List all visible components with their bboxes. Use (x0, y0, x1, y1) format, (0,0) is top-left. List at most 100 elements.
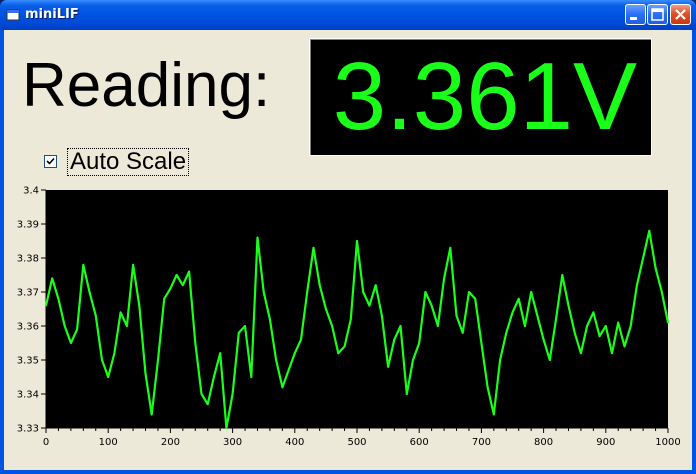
data-point (667, 321, 669, 324)
data-point (573, 331, 576, 334)
data-point (393, 338, 396, 341)
x-tick-label: 500 (347, 437, 366, 448)
data-point (561, 274, 564, 276)
data-point (250, 376, 253, 378)
data-point (244, 325, 246, 327)
data-point (424, 291, 427, 293)
data-point (126, 325, 128, 327)
data-point (94, 314, 97, 317)
data-point (237, 331, 240, 334)
data-point (300, 338, 302, 341)
y-tick-label: 3.33 (17, 424, 39, 435)
data-point (82, 263, 85, 266)
data-point (660, 291, 663, 293)
data-point (331, 325, 333, 327)
data-point (492, 413, 495, 416)
reading-display: 3.361V (309, 38, 652, 156)
title-bar[interactable]: miniLIF (0, 0, 696, 30)
data-point (555, 318, 557, 321)
close-button[interactable] (670, 4, 691, 25)
data-point (293, 352, 296, 355)
data-point (567, 304, 570, 307)
y-tick-label: 3.35 (17, 356, 39, 367)
data-point (430, 304, 433, 307)
data-point (623, 345, 626, 348)
data-point (76, 328, 78, 331)
data-point (580, 352, 582, 355)
data-point (45, 304, 47, 307)
maximize-icon (651, 8, 664, 21)
data-point (636, 284, 638, 287)
y-tick-label: 3.39 (17, 220, 39, 231)
y-tick-label: 3.4 (23, 186, 39, 197)
x-tick-label: 900 (596, 437, 615, 448)
app-icon (6, 8, 20, 22)
data-point (256, 236, 259, 239)
data-point (337, 352, 340, 355)
data-point (88, 291, 91, 293)
data-point (480, 342, 483, 344)
data-point (63, 325, 66, 327)
data-point (524, 325, 526, 327)
maximize-button[interactable] (647, 4, 668, 25)
close-icon (675, 9, 686, 20)
x-tick-label: 1000 (655, 437, 680, 448)
data-point (461, 331, 464, 334)
data-point (101, 359, 103, 361)
data-point (586, 325, 588, 327)
auto-scale-checkbox[interactable] (44, 155, 57, 168)
x-tick-label: 0 (43, 437, 49, 448)
voltage-chart: 3.4 3.39 3.38 3.37 3.36 3.35 3.34 3.33 0 100 200 30… (10, 184, 688, 466)
data-point (231, 393, 234, 395)
data-point (604, 325, 607, 327)
data-point (194, 342, 197, 344)
data-point (181, 284, 184, 287)
data-point (629, 325, 632, 327)
auto-scale-label[interactable]: Auto Scale (67, 148, 190, 176)
data-point (356, 240, 358, 242)
y-tick-label: 3.38 (17, 254, 39, 265)
data-point (474, 297, 477, 300)
minimize-button[interactable] (625, 4, 646, 25)
chart-svg: 3.4 3.39 3.38 3.37 3.36 3.35 3.34 3.33 0 100 200 30… (17, 186, 681, 449)
x-tick-label: 400 (285, 437, 304, 448)
data-point (225, 427, 228, 429)
data-point (598, 335, 601, 338)
data-point (281, 386, 284, 389)
data-point (70, 342, 72, 344)
data-point (387, 365, 389, 368)
data-point (617, 321, 620, 324)
data-point (642, 257, 644, 259)
y-tick-label: 3.34 (17, 390, 39, 401)
data-point (418, 342, 421, 344)
data-point (306, 291, 309, 293)
data-point (150, 413, 153, 416)
data-point (468, 291, 470, 293)
data-point (455, 314, 458, 317)
data-point (592, 311, 595, 314)
data-point (530, 291, 533, 293)
x-tick-label: 800 (534, 437, 553, 448)
data-point (505, 331, 508, 334)
data-point (287, 369, 290, 372)
data-point (412, 359, 414, 361)
reading-label: Reading: (22, 51, 271, 120)
data-point (517, 297, 520, 300)
plot-area (46, 190, 668, 428)
data-point (269, 318, 271, 321)
data-point (157, 359, 159, 361)
data-point (219, 352, 222, 355)
data-point (437, 325, 439, 327)
x-tick-label: 100 (99, 437, 118, 448)
client-area: Reading: 3.361V Auto Scale 3.4 3.39 3.38 3.… (4, 30, 692, 470)
data-point (107, 376, 110, 378)
data-point (343, 345, 346, 348)
checkmark-icon (46, 157, 55, 165)
data-point (368, 304, 371, 307)
data-point (169, 287, 172, 290)
data-point (511, 311, 514, 314)
data-point (57, 297, 60, 300)
data-point (119, 311, 122, 314)
data-point (611, 352, 613, 355)
data-point (213, 376, 215, 378)
